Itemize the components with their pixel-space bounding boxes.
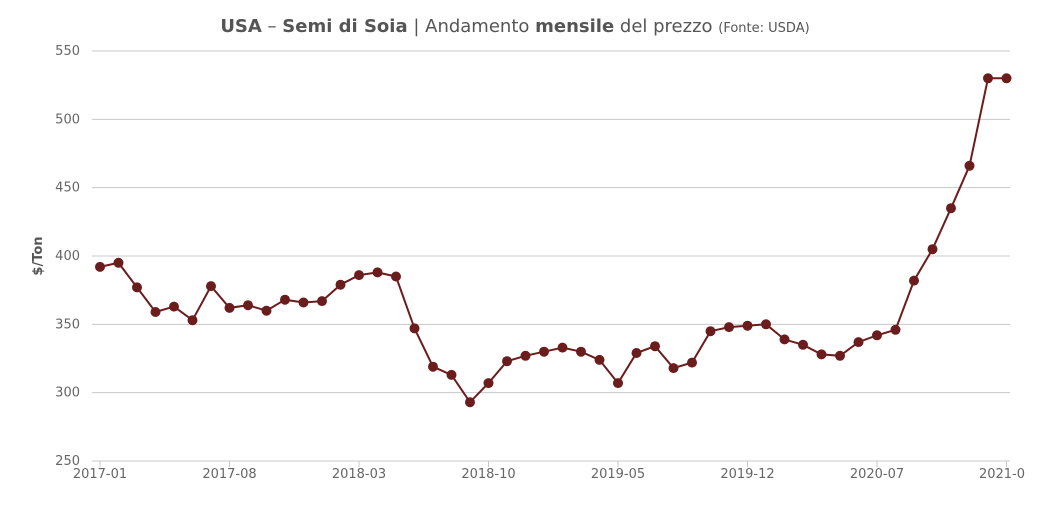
data-point[interactable] [150,307,161,317]
gridlines [92,50,1010,462]
data-point[interactable] [539,346,549,357]
data-point[interactable] [964,160,975,171]
title-separator: – [261,16,283,37]
data-point[interactable] [835,350,845,361]
data-point[interactable] [520,350,531,361]
y-tick-label: 350 [55,317,80,332]
data-point[interactable] [224,302,235,313]
title-text: | Andamento [407,16,536,37]
chart-title: USA – Semi di Soia | Andamento mensile d… [0,16,1030,37]
data-point[interactable] [465,397,475,408]
title-rest: del prezzo [614,16,719,37]
data-point[interactable] [687,357,697,368]
x-tick-label: 2019-12 [720,467,774,482]
title-country: USA [220,16,262,37]
x-tick-label: 2021-0 [979,467,1025,482]
data-point[interactable] [983,73,993,84]
data-point[interactable] [761,319,771,330]
data-point[interactable] [317,296,327,307]
data-point[interactable] [354,270,364,281]
data-point[interactable] [946,203,956,214]
data-point[interactable] [909,275,919,286]
x-axis-ticks: 2017-01 2017-08 2018-03 2018-10 2019-05 2019-… [73,461,1025,482]
data-point[interactable] [613,378,623,389]
data-point[interactable] [557,342,568,353]
data-point[interactable] [927,244,938,255]
data-point[interactable] [187,315,198,326]
data-point[interactable] [872,330,882,341]
data-point[interactable] [206,281,216,292]
data-point[interactable] [95,261,105,272]
data-point[interactable] [169,301,179,312]
data-point[interactable] [890,324,901,335]
data-point[interactable] [132,282,142,293]
data-point[interactable] [243,300,253,311]
data-point[interactable] [576,346,586,357]
data-point[interactable] [483,378,494,389]
data-point[interactable] [280,294,290,305]
data-point[interactable] [798,339,808,350]
data-point[interactable] [261,305,272,316]
data-point[interactable] [391,271,401,282]
data-point[interactable] [742,320,753,331]
data-point[interactable] [428,361,438,372]
title-product: Semi di Soia [282,16,408,37]
data-point[interactable] [1001,73,1012,84]
x-tick-label: 2019-05 [591,467,645,482]
series-line [99,77,1007,404]
y-tick-label: 450 [55,181,80,196]
data-points [95,73,1012,408]
data-point[interactable] [631,348,642,358]
data-point[interactable] [853,337,864,348]
x-tick-label: 2020-07 [850,467,904,482]
data-point[interactable] [779,334,790,345]
data-point[interactable] [298,297,309,308]
title-source: (Fonte: USDA) [718,21,810,36]
data-point[interactable] [409,323,420,334]
y-tick-label: 550 [55,44,80,59]
x-tick-label: 2017-08 [202,467,256,482]
data-point[interactable] [650,341,660,352]
data-point[interactable] [816,349,827,360]
y-tick-label: 300 [55,386,80,401]
data-point[interactable] [502,356,512,367]
y-tick-label: 500 [55,112,80,127]
y-tick-label: 400 [55,249,80,264]
y-axis-ticks: 250 300 350 400 450 500 550 [55,44,80,469]
data-point[interactable] [668,363,679,374]
x-tick-label: 2018-03 [332,467,386,482]
data-point[interactable] [446,369,457,380]
data-point[interactable] [594,354,605,365]
y-axis-title: $/Ton [31,236,46,275]
x-tick-label: 2018-10 [461,467,515,482]
data-point[interactable] [372,267,383,278]
data-point[interactable] [724,322,734,333]
data-point[interactable] [335,279,346,290]
x-tick-label: 2017-01 [73,467,127,482]
data-point[interactable] [113,257,124,268]
title-emphasis: mensile [535,16,615,37]
data-point[interactable] [705,326,716,337]
y-tick-label: 250 [55,454,80,469]
